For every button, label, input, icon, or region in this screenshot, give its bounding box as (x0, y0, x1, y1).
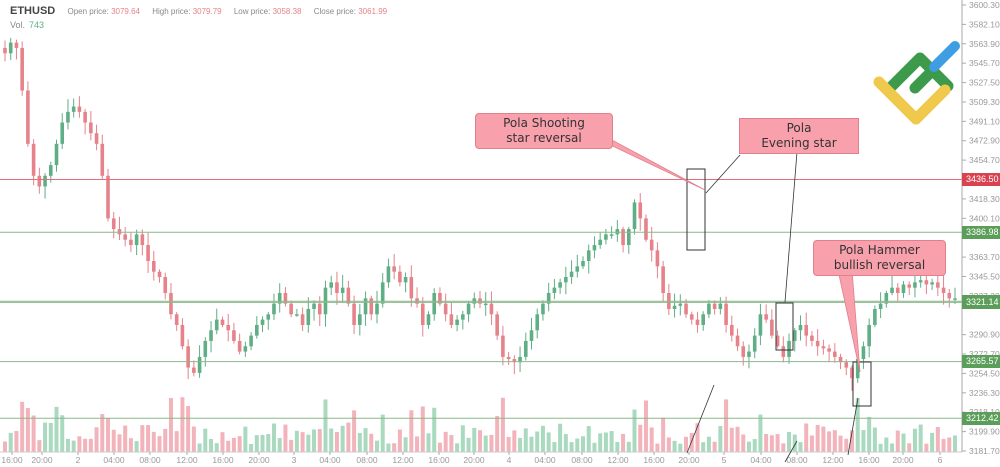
svg-text:3345.50: 3345.50 (969, 271, 1000, 281)
svg-text:3254.50: 3254.50 (969, 368, 1000, 378)
svg-text:16:00: 16:00 (643, 455, 665, 465)
svg-text:3199.90: 3199.90 (969, 427, 1000, 437)
svg-text:4: 4 (507, 455, 512, 465)
price-level-label: 3436.50 (962, 173, 1000, 187)
callout-text: Pola (786, 121, 812, 135)
svg-text:6: 6 (938, 455, 943, 465)
callout-text: Pola Hammer (839, 243, 920, 257)
svg-text:12:00: 12:00 (392, 455, 414, 465)
arrow-vol-2 (784, 440, 798, 463)
svg-text:3290.90: 3290.90 (969, 330, 1000, 340)
svg-text:3491.10: 3491.10 (969, 116, 1000, 126)
svg-text:3363.70: 3363.70 (969, 252, 1000, 262)
svg-text:3509.30: 3509.30 (969, 97, 1000, 107)
svg-text:16:00: 16:00 (428, 455, 450, 465)
svg-text:08:00: 08:00 (139, 455, 161, 465)
svg-text:04:00: 04:00 (319, 455, 341, 465)
close-label: Close price: (313, 7, 356, 16)
svg-text:3600.30: 3600.30 (969, 0, 1000, 10)
open-value: 3079.64 (111, 7, 140, 16)
svg-text:20:00: 20:00 (463, 455, 485, 465)
price-level-label: 3386.98 (962, 225, 1000, 239)
svg-text:04:00: 04:00 (534, 455, 556, 465)
svg-text:08:00: 08:00 (356, 455, 378, 465)
svg-text:08:00: 08:00 (571, 455, 593, 465)
callout-evening-star: Pola Evening star (739, 118, 859, 154)
svg-text:5: 5 (722, 455, 727, 465)
callout-pointer-1 (599, 139, 706, 191)
high-label: High price: (152, 7, 191, 16)
svg-text:3400.10: 3400.10 (969, 213, 1000, 223)
callout-hammer: Pola Hammer bullish reversal (813, 240, 946, 276)
high-value: 3079.79 (192, 7, 222, 16)
svg-text:3181.70: 3181.70 (969, 446, 1000, 456)
price-level-label: 3212.42 (962, 411, 1000, 425)
arrow-vol-3 (847, 397, 859, 456)
svg-text:3236.30: 3236.30 (969, 388, 1000, 398)
vol-value: 743 (29, 20, 45, 30)
svg-text:3563.90: 3563.90 (969, 39, 1000, 49)
svg-text:12:00: 12:00 (176, 455, 198, 465)
symbol: ETHUSD (10, 5, 56, 17)
arrow-evening-star (784, 151, 798, 303)
callout-text: star reversal (506, 131, 582, 145)
svg-text:20:00: 20:00 (892, 455, 914, 465)
vol-label: Vol. (10, 20, 26, 30)
low-value: 3058.38 (272, 7, 302, 16)
close-value: 3061.99 (358, 7, 388, 16)
svg-text:3418.30: 3418.30 (969, 194, 1000, 204)
low-label: Low price: (233, 7, 271, 16)
svg-text:3545.70: 3545.70 (969, 58, 1000, 68)
price-level-label: 3321.14 (962, 295, 1000, 309)
svg-text:04:00: 04:00 (750, 455, 772, 465)
svg-text:3: 3 (292, 455, 297, 465)
svg-text:08:00: 08:00 (786, 455, 808, 465)
svg-text:16:00: 16:00 (212, 455, 234, 465)
svg-text:16:00: 16:00 (1, 455, 23, 465)
callout-text: bullish reversal (833, 258, 926, 272)
arrow-shooting-star (705, 154, 741, 194)
ohlc-header: ETHUSD Open price: 3079.64 High price: 3… (10, 5, 397, 17)
svg-text:20:00: 20:00 (678, 455, 700, 465)
svg-text:16:00: 16:00 (858, 455, 880, 465)
svg-text:2: 2 (76, 455, 81, 465)
svg-text:20:00: 20:00 (31, 455, 53, 465)
callout-pointer-3 (837, 269, 861, 373)
svg-text:04:00: 04:00 (103, 455, 125, 465)
svg-text:12:00: 12:00 (822, 455, 844, 465)
svg-text:12:00: 12:00 (607, 455, 629, 465)
arrow-vol-1 (686, 384, 715, 454)
svg-text:3527.50: 3527.50 (969, 78, 1000, 88)
callout-text: Evening star (761, 136, 837, 150)
volume-readout: Vol. 743 (10, 20, 44, 30)
logo-icon (873, 41, 960, 125)
svg-text:20:00: 20:00 (248, 455, 270, 465)
svg-text:3454.70: 3454.70 (969, 155, 1000, 165)
price-level-label: 3265.57 (962, 355, 1000, 369)
svg-text:3272.70: 3272.70 (969, 349, 1000, 359)
svg-text:3472.90: 3472.90 (969, 136, 1000, 146)
svg-text:3582.10: 3582.10 (969, 19, 1000, 29)
open-label: Open price: (67, 7, 109, 16)
callout-shooting-star: Pola Shooting star reversal (475, 113, 613, 149)
callout-text: Pola Shooting (503, 116, 585, 130)
